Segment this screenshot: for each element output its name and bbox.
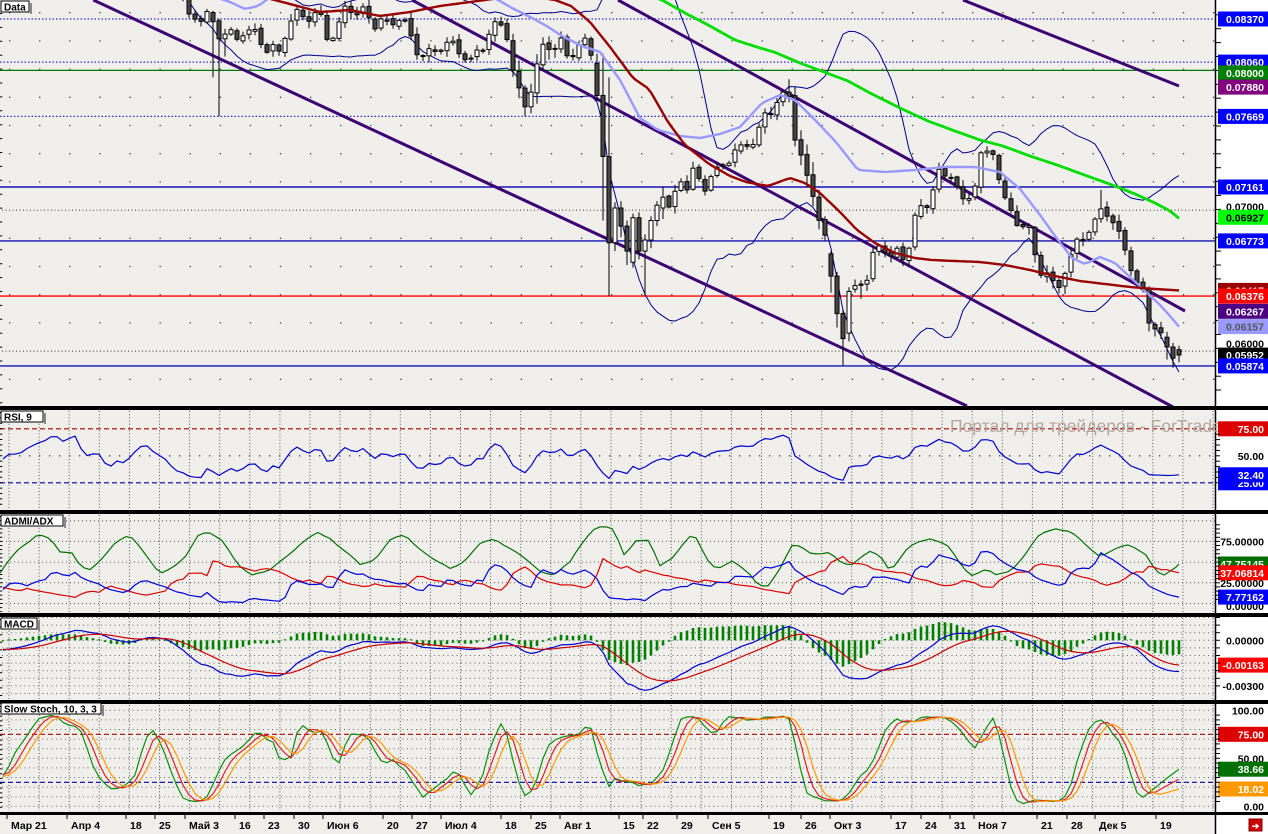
svg-text:26: 26 [805,820,817,832]
svg-text:Slow Stoch, 10, 3, 3: Slow Stoch, 10, 3, 3 [4,705,97,716]
svg-text:32.40: 32.40 [1238,470,1264,482]
svg-text:➔: ➔ [1252,821,1260,831]
svg-text:18: 18 [130,820,142,832]
svg-text:Мар 21: Мар 21 [11,820,47,832]
svg-text:75.00: 75.00 [1238,729,1264,741]
svg-text:25: 25 [159,820,171,832]
svg-text:0.06157: 0.06157 [1226,322,1264,334]
svg-text:75.00000: 75.00000 [1220,536,1264,548]
svg-text:22: 22 [647,820,659,832]
svg-text:Data: Data [4,3,26,14]
svg-text:0.07880: 0.07880 [1226,82,1264,94]
svg-text:21: 21 [1041,820,1053,832]
svg-text:50.00: 50.00 [1238,451,1264,463]
svg-text:0.08000: 0.08000 [1226,68,1264,80]
svg-text:100.00: 100.00 [1232,705,1264,717]
svg-text:37.06814: 37.06814 [1220,568,1264,580]
svg-text:38.66: 38.66 [1238,764,1264,776]
svg-text:75.00: 75.00 [1238,424,1264,436]
svg-text:16: 16 [239,820,251,832]
svg-text:17: 17 [895,820,907,832]
svg-text:RSI, 9: RSI, 9 [4,413,32,424]
svg-text:ADMI/ADX: ADMI/ADX [4,517,54,528]
svg-text:Авг 1: Авг 1 [564,820,591,832]
svg-text:28: 28 [1071,820,1083,832]
svg-text:Дек 5: Дек 5 [1099,820,1127,832]
svg-text:7.77162: 7.77162 [1226,592,1264,604]
svg-text:31: 31 [954,820,966,832]
svg-text:25.00000: 25.00000 [1220,578,1264,590]
svg-text:0.00000: 0.00000 [1226,635,1264,647]
svg-text:0.06927: 0.06927 [1226,212,1264,224]
svg-text:0.07669: 0.07669 [1226,111,1264,123]
svg-text:0.07161: 0.07161 [1226,182,1264,194]
svg-text:Окт 3: Окт 3 [834,820,861,832]
svg-text:23: 23 [268,820,280,832]
svg-text:0.06773: 0.06773 [1226,236,1264,248]
svg-text:MACD: MACD [4,620,34,631]
svg-text:19: 19 [773,820,785,832]
svg-text:Май 3: Май 3 [189,820,219,832]
svg-text:0.08370: 0.08370 [1226,14,1264,26]
svg-text:Июл 4: Июл 4 [445,820,477,832]
svg-text:27: 27 [416,820,428,832]
svg-text:-0.00163: -0.00163 [1223,660,1265,672]
svg-text:15: 15 [623,820,635,832]
svg-text:-0.00300: -0.00300 [1223,681,1265,693]
svg-text:25: 25 [535,820,547,832]
svg-text:0.06267: 0.06267 [1226,306,1264,318]
svg-text:Ноя 7: Ноя 7 [978,820,1007,832]
svg-text:19: 19 [1160,820,1172,832]
svg-text:18.02: 18.02 [1238,784,1264,796]
svg-text:24: 24 [925,820,937,832]
svg-text:0.06000: 0.06000 [1226,339,1264,351]
svg-text:29: 29 [681,820,693,832]
svg-text:0.06376: 0.06376 [1226,291,1264,303]
svg-text:Портал для трейдеров - ForTrad: Портал для трейдеров - ForTraders.ru [950,416,1257,436]
svg-text:18: 18 [505,820,517,832]
svg-text:0.05874: 0.05874 [1226,361,1264,373]
svg-text:20: 20 [387,820,399,832]
svg-text:0.00: 0.00 [1244,801,1265,813]
svg-text:30: 30 [298,820,310,832]
svg-text:Апр 4: Апр 4 [71,820,100,832]
svg-text:Сен 5: Сен 5 [712,820,741,832]
svg-text:Июн 6: Июн 6 [327,820,359,832]
